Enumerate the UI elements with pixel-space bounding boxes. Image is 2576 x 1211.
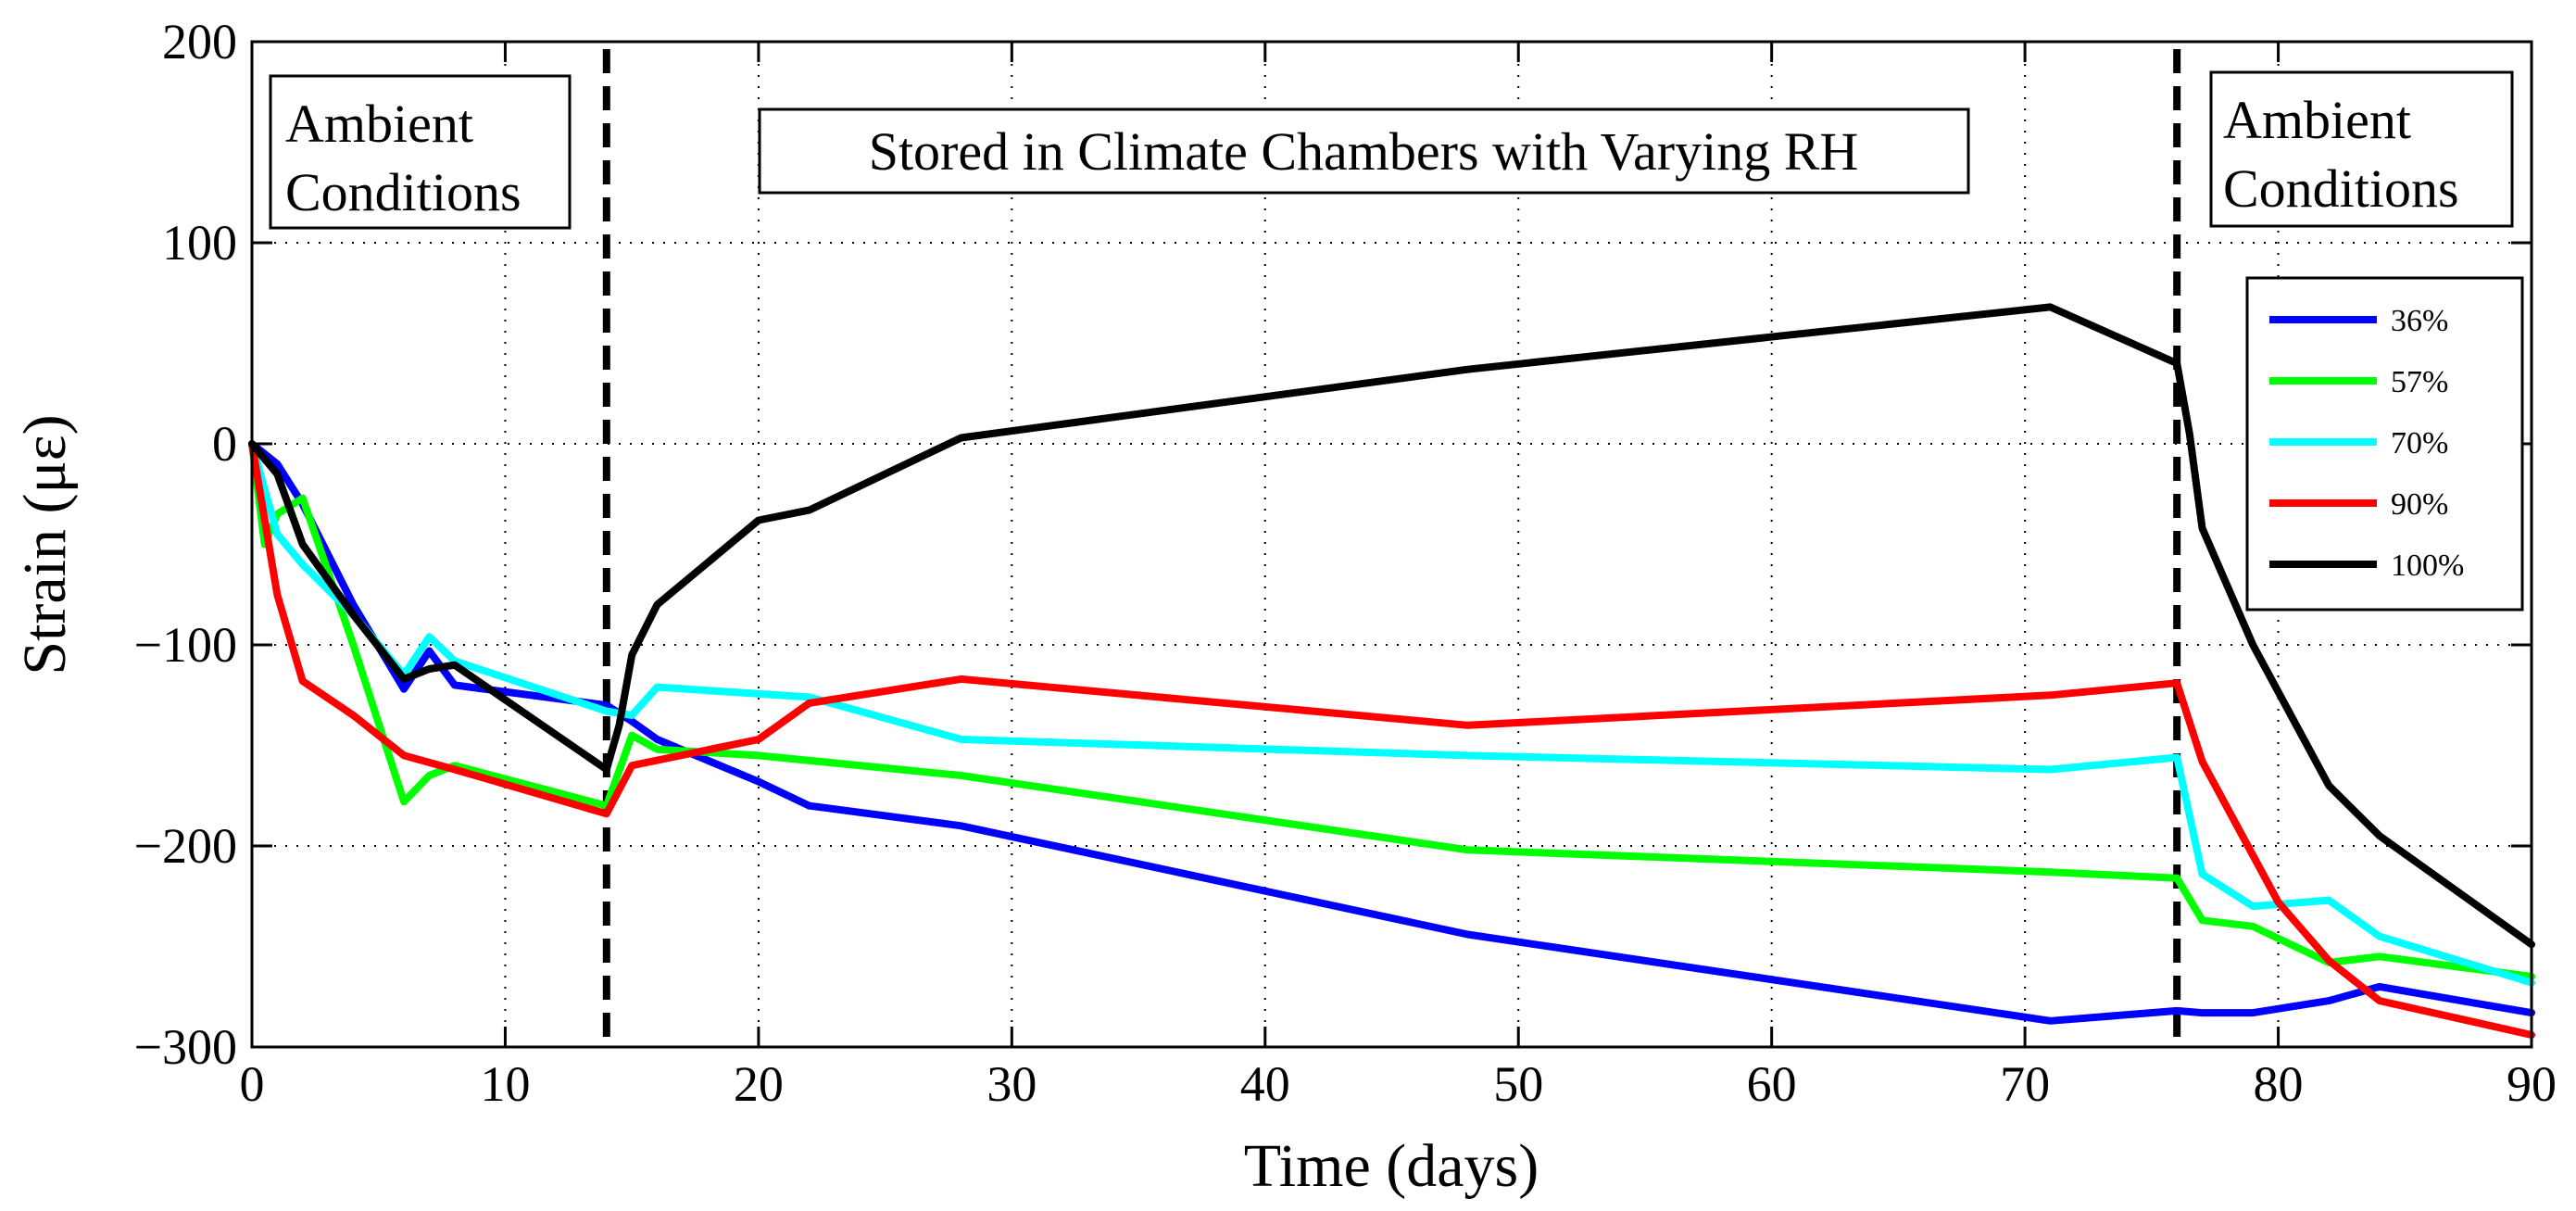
series-line-57pct: [248, 440, 2535, 980]
x-tick-label: 80: [2254, 1056, 2304, 1112]
x-tick-label: 70: [2000, 1056, 2050, 1112]
data-series: [248, 303, 2535, 1039]
legend: 36% 57% 70% 90% 100%: [2245, 276, 2524, 612]
y-tick-label: −300: [134, 1019, 237, 1075]
x-tick-label: 20: [734, 1056, 784, 1112]
legend-label: 100%: [2391, 549, 2464, 583]
axis-ticks: 0 10 20 30 40 50 60 70 80 90 −300 −200 −100 0 100 200: [134, 14, 2557, 1112]
x-tick-label: 30: [986, 1056, 1037, 1112]
x-tick-label: 50: [1493, 1056, 1543, 1112]
annotations: Ambient Conditions Stored in Climate Chamb…: [269, 70, 2514, 230]
annotation-text: Conditions: [2223, 158, 2459, 219]
x-tick-label: 10: [480, 1056, 530, 1112]
y-tick-label: 0: [212, 416, 237, 472]
annotation-box-right: [2209, 70, 2514, 228]
annotation-text: Ambient: [2223, 90, 2411, 150]
y-axis-label: Strain (με): [11, 414, 79, 675]
series-line-100pct: [248, 303, 2535, 949]
x-tick-label: 0: [240, 1056, 265, 1112]
series-line-90pct: [248, 440, 2535, 1039]
y-tick-label: 100: [162, 215, 237, 271]
y-tick-label: −200: [134, 818, 237, 874]
annotation-text: Stored in Climate Chambers with Varying …: [869, 121, 1859, 182]
y-tick-label: −100: [134, 617, 237, 673]
y-tick-label: 200: [162, 14, 237, 69]
annotation-box-center: [758, 107, 1970, 195]
annotation-box-left: [269, 74, 572, 230]
x-tick-label: 60: [1747, 1056, 1797, 1112]
plot-frame: [250, 40, 2533, 1049]
legend-label: 57%: [2391, 365, 2448, 399]
annotation-text: Ambient: [285, 94, 473, 154]
annotation-text: Conditions: [285, 162, 521, 222]
x-tick-label: 90: [2507, 1056, 2557, 1112]
x-axis-label: Time (days): [1244, 1132, 1539, 1200]
x-tick-label: 40: [1240, 1056, 1290, 1112]
legend-label: 70%: [2391, 426, 2448, 460]
legend-label: 90%: [2391, 487, 2448, 522]
legend-label: 36%: [2391, 304, 2448, 338]
